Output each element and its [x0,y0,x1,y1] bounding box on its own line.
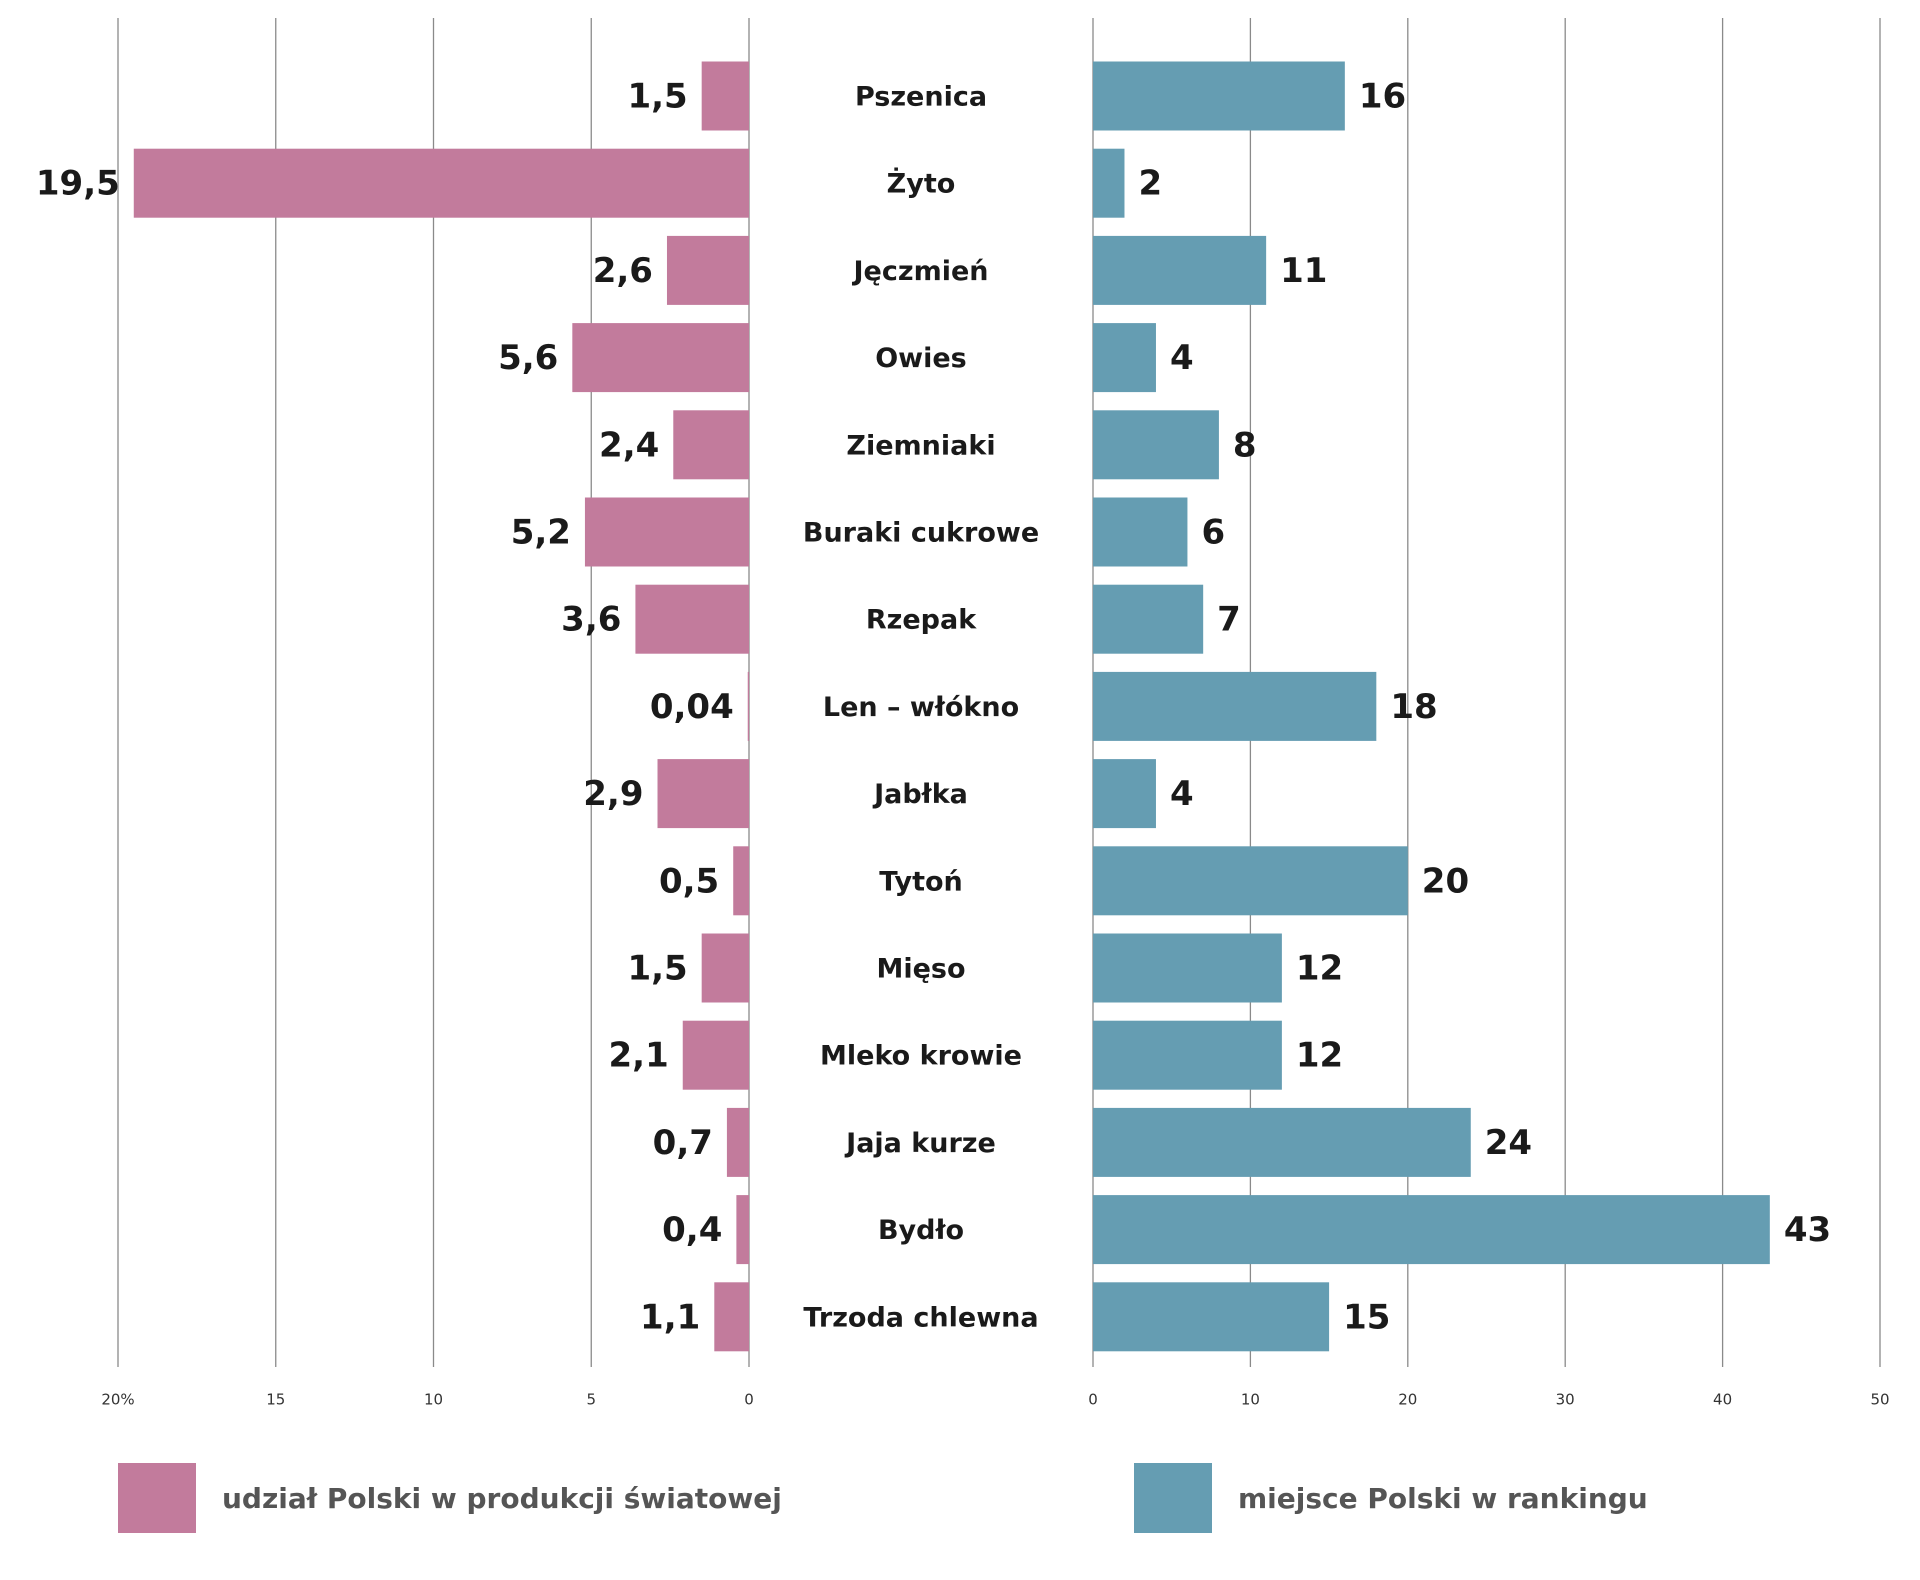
x-tick-label: 50 [1870,1391,1889,1409]
value-label: 5,2 [511,513,571,553]
category-label: Bydło [878,1215,964,1246]
x-tick-label: 20% [101,1391,134,1409]
value-label: 2 [1138,164,1162,204]
x-tick-label: 15 [266,1391,285,1409]
bar [1093,410,1219,480]
value-label: 0,5 [659,861,719,901]
legend-label: miejsce Polski w rankingu [1238,1482,1648,1515]
x-tick-label: 0 [744,1391,754,1409]
value-label: 7 [1217,600,1241,640]
value-label: 2,6 [593,251,653,291]
value-label: 43 [1784,1210,1831,1250]
value-label: 2,4 [599,425,659,465]
category-label: Pszenica [855,82,987,113]
bar [657,759,749,829]
bar [1093,235,1267,305]
bar [714,1282,749,1352]
category-label: Jaja kurze [844,1128,996,1159]
bar [1093,1020,1282,1090]
category-label: Mięso [876,954,965,985]
category-label: Ziemniaki [846,430,995,461]
bar [133,148,749,218]
bar [1093,1107,1471,1177]
value-label: 3,6 [561,600,621,640]
value-label: 24 [1485,1123,1532,1163]
category-label: Rzepak [866,605,977,636]
value-label: 4 [1170,774,1194,814]
bar [673,410,749,480]
bar [1093,1282,1330,1352]
value-label: 4 [1170,338,1194,378]
value-label: 12 [1296,1036,1343,1076]
x-tick-label: 30 [1556,1391,1575,1409]
x-tick-label: 40 [1713,1391,1732,1409]
bar [1093,933,1282,1003]
bar [726,1107,749,1177]
x-tick-label: 0 [1088,1391,1098,1409]
x-tick-label: 10 [1241,1391,1260,1409]
bar [747,671,749,741]
value-label: 2,9 [583,774,643,814]
bar [701,61,749,131]
value-label: 2,1 [609,1036,669,1076]
value-label: 15 [1343,1297,1390,1337]
x-tick-label: 5 [586,1391,596,1409]
bar [1093,584,1204,654]
category-label: Len – włókno [823,692,1019,723]
bar [682,1020,749,1090]
value-label: 1,5 [627,77,687,117]
value-label: 12 [1296,949,1343,989]
category-label: Żyto [887,168,956,200]
category-label: Jabłka [872,779,968,810]
bar [1093,846,1408,916]
category-label: Mleko krowie [820,1041,1022,1072]
bar [1093,61,1345,131]
bar [666,235,749,305]
bar [1093,497,1188,567]
value-label: 5,6 [498,338,558,378]
value-label: 19,5 [36,164,120,204]
bar [701,933,749,1003]
value-label: 6 [1201,513,1225,553]
bar [1093,148,1125,218]
bar [733,846,749,916]
category-label: Trzoda chlewna [803,1302,1038,1333]
legend-label: udział Polski w produkcji światowej [222,1482,782,1515]
category-label: Buraki cukrowe [803,518,1039,549]
bar [584,497,749,567]
value-label: 16 [1359,77,1406,117]
value-label: 11 [1280,251,1327,291]
bar [635,584,749,654]
bar [1093,671,1377,741]
category-label: Tytoń [879,866,963,897]
x-tick-label: 10 [424,1391,443,1409]
category-label: Owies [875,343,967,374]
value-label: 8 [1233,425,1257,465]
bar [572,323,749,393]
bar [1093,759,1156,829]
value-label: 0,04 [650,687,734,727]
bar [1093,1195,1770,1265]
bar [1093,323,1156,393]
x-tick-label: 20 [1398,1391,1417,1409]
value-label: 18 [1390,687,1437,727]
value-label: 1,1 [640,1297,700,1337]
category-label: Jęczmień [852,256,989,287]
value-label: 0,7 [653,1123,713,1163]
value-label: 20 [1422,861,1469,901]
legend-swatch [118,1463,196,1533]
value-label: 0,4 [662,1210,722,1250]
bar [736,1195,749,1265]
value-label: 1,5 [627,949,687,989]
legend-swatch [1134,1463,1212,1533]
